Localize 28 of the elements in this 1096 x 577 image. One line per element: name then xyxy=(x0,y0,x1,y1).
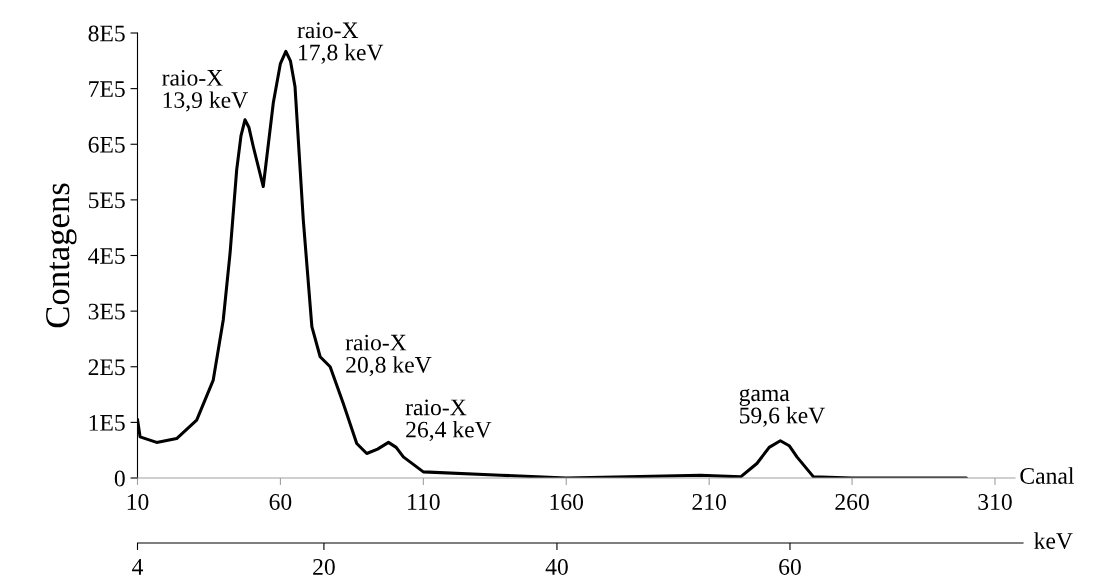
y-tick-label: 3E5 xyxy=(88,303,125,320)
y-tick-label: 4E5 xyxy=(88,248,125,264)
y-axis-title: Contagens xyxy=(46,183,77,328)
annotation: raio-X 20,8 keV xyxy=(345,334,432,377)
x2-tick-label: 60 xyxy=(779,558,801,575)
x2-tick-label: 4 xyxy=(132,559,144,575)
x2-tick-label: 20 xyxy=(313,558,335,575)
x-tick-label: 260 xyxy=(835,493,869,510)
x-axis-title: Canal xyxy=(1020,467,1074,484)
y-tick-label: 1E5 xyxy=(89,414,125,431)
y-tick-label: 7E5 xyxy=(89,81,125,98)
annotation: gama 59,6 keV xyxy=(739,388,825,427)
x2-axis-title: keV xyxy=(1034,532,1073,550)
x-tick-label: 310 xyxy=(978,493,1012,510)
y-tick-label: 5E5 xyxy=(89,192,125,209)
y-tick-label: 6E5 xyxy=(88,136,125,153)
x-tick-label: 110 xyxy=(408,493,440,510)
x-tick-label: 210 xyxy=(692,493,726,510)
x2-tick-label: 40 xyxy=(545,558,568,575)
annotation: raio-X 17,8 keV xyxy=(297,22,384,64)
x-tick-label: 10 xyxy=(127,493,149,510)
y-tick-label: 0 xyxy=(114,470,125,487)
annotation: raio-X 26,4 keV xyxy=(405,399,492,441)
x-tick-label: 160 xyxy=(550,493,584,510)
y-tick-label: 8E5 xyxy=(88,25,125,42)
x-tick-label: 60 xyxy=(269,493,292,510)
annotation: raio-X 13,9 keV xyxy=(162,69,248,112)
y-tick-label: 2E5 xyxy=(88,359,125,376)
